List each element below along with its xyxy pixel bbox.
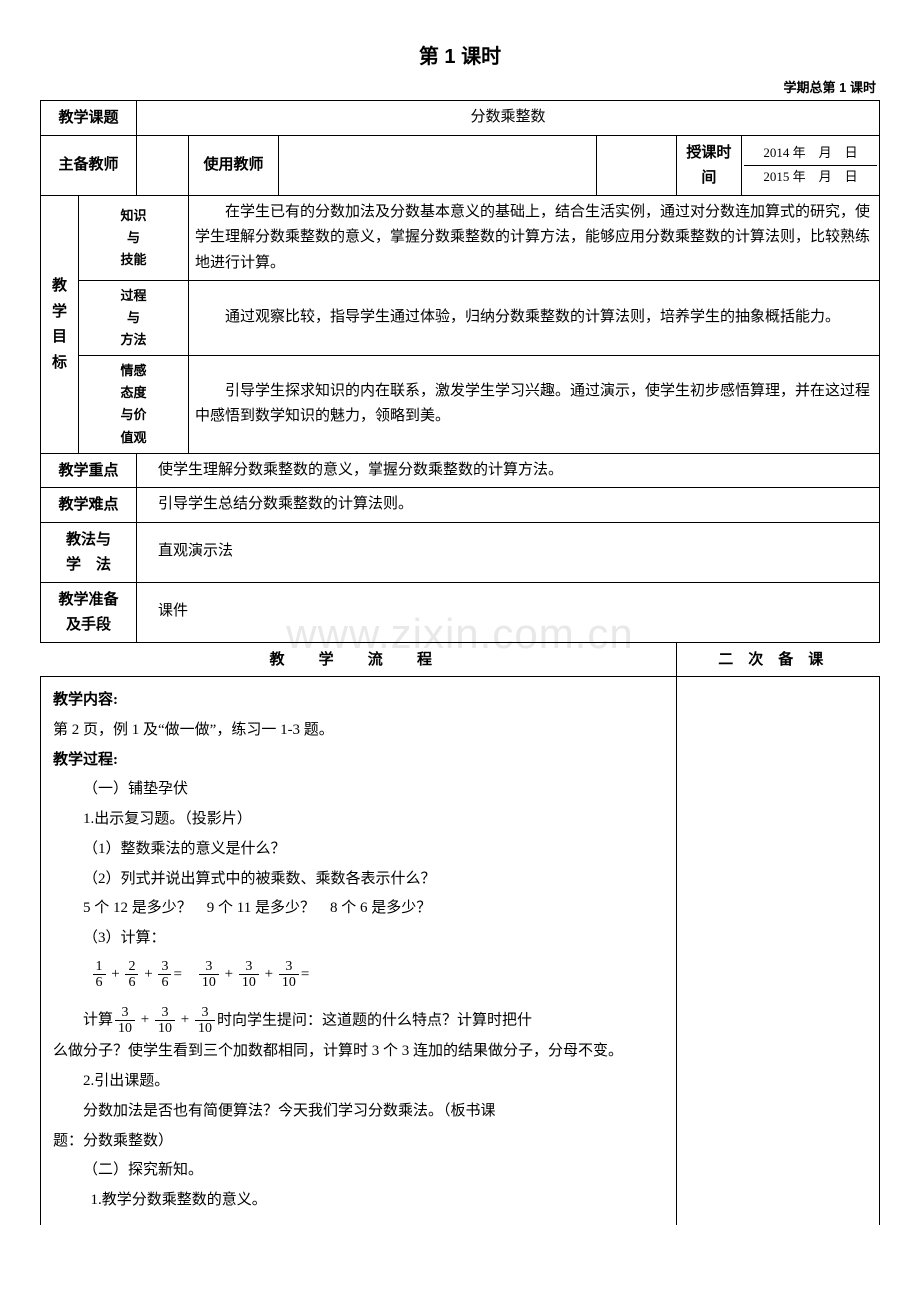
goal-knowledge-text: 在学生已有的分数加法及分数基本意义的基础上，结合生活实例，通过对分数连加算式的研… bbox=[189, 195, 880, 281]
prep-value: 课件 bbox=[137, 582, 880, 642]
goal-process-label: 过程与方法 bbox=[79, 281, 189, 356]
difficulty-label: 教学难点 bbox=[41, 488, 137, 523]
calc-post: 时向学生提问：这道题的什么特点？计算时把什 bbox=[217, 1012, 532, 1028]
page-title: 第 1 课时 bbox=[40, 40, 880, 69]
main-teacher-label: 主备教师 bbox=[41, 135, 137, 195]
flow-s2-1: 1.教学分数乘整数的意义。 bbox=[53, 1187, 664, 1215]
flow-s1: （一）铺垫孕伏 bbox=[53, 776, 664, 804]
goal-process-text: 通过观察比较，指导学生通过体验，归纳分数乘整数的计算法则，培养学生的抽象概括能力… bbox=[189, 281, 880, 356]
goal-attitude-text: 引导学生探求知识的内在联系，激发学生学习兴趣。通过演示，使学生初步感悟算理，并在… bbox=[189, 356, 880, 453]
flow-s2: （二）探究新知。 bbox=[53, 1157, 664, 1185]
flow-s1-1-1: （1）整数乘法的意义是什么？ bbox=[53, 836, 664, 864]
date-line-2: 2015 年 月 日 bbox=[763, 169, 857, 184]
flow-header: 教 学 流 程 bbox=[41, 642, 677, 677]
flow-calc-cont: 么做分子？使学生看到三个加数都相同，计算时 3 个 3 连加的结果做分子，分母不… bbox=[53, 1038, 664, 1066]
flow-s1-2-t1: 分数加法是否也有简便算法？今天我们学习分数乘法。（板书课 bbox=[53, 1098, 664, 1126]
topic-value: 分数乘整数 bbox=[137, 101, 880, 136]
method-value: 直观演示法 bbox=[137, 522, 880, 582]
use-teacher-value bbox=[279, 135, 597, 195]
document-content: 第 1 课时 学期总第 1 课时 教学课题 分数乘整数 主备教师 使用教师 授课… bbox=[40, 40, 880, 1225]
rebackup-header: 二次备课 bbox=[676, 642, 879, 677]
flow-s1-1: 1.出示复习题。（投影片） bbox=[53, 806, 664, 834]
flow-process-heading: 教学过程: bbox=[53, 747, 664, 775]
date-line-1: 2014 年 月 日 bbox=[744, 142, 877, 165]
keypoint-value: 使学生理解分数乘整数的意义，掌握分数乘整数的计算方法。 bbox=[137, 453, 880, 488]
prep-label: 教学准备及手段 bbox=[41, 582, 137, 642]
flow-s1-1-3: （3）计算： bbox=[53, 925, 664, 953]
rebackup-body bbox=[676, 677, 879, 1225]
lesson-plan-table: 教学课题 分数乘整数 主备教师 使用教师 授课时间 2014 年 月 日 201… bbox=[40, 100, 880, 1225]
method-label: 教法与学 法 bbox=[41, 522, 137, 582]
flow-s1-1-2: （2）列式并说出算式中的被乘数、乘数各表示什么？ bbox=[53, 866, 664, 894]
date-cell: 2014 年 月 日 2015 年 月 日 bbox=[741, 135, 879, 195]
equation-line-1: 16 + 26 + 36= 310 + 310 + 310= bbox=[91, 959, 664, 991]
main-teacher-value bbox=[137, 135, 189, 195]
use-teacher-label: 使用教师 bbox=[189, 135, 279, 195]
goal-knowledge-label: 知识与技能 bbox=[79, 195, 189, 281]
flow-s1-2: 2.引出课题。 bbox=[53, 1068, 664, 1096]
calc-pre: 计算 bbox=[83, 1012, 113, 1028]
keypoint-label: 教学重点 bbox=[41, 453, 137, 488]
flow-s1-1-2b: 5 个 12 是多少？ 9 个 11 是多少？ 8 个 6 是多少？ bbox=[53, 895, 664, 923]
difficulty-value: 引导学生总结分数乘整数的计算法则。 bbox=[137, 488, 880, 523]
flow-calc-question: 计算310 + 310 + 310时向学生提问：这道题的什么特点？计算时把什 bbox=[53, 1005, 664, 1037]
blank-cell bbox=[596, 135, 676, 195]
topic-label: 教学课题 bbox=[41, 101, 137, 136]
page-subtitle: 学期总第 1 课时 bbox=[40, 77, 876, 96]
flow-body: 教学内容: 第 2 页，例 1 及“做一做”，练习一 1-3 题。 教学过程: … bbox=[41, 677, 677, 1225]
flow-content-heading: 教学内容: bbox=[53, 687, 664, 715]
goals-label: 教学目标 bbox=[41, 195, 79, 453]
flow-s1-2-t2: 题：分数乘整数） bbox=[53, 1128, 664, 1156]
flow-content-line: 第 2 页，例 1 及“做一做”，练习一 1-3 题。 bbox=[53, 717, 664, 745]
goal-attitude-label: 情感态度与价值观 bbox=[79, 356, 189, 453]
time-label: 授课时间 bbox=[676, 135, 741, 195]
